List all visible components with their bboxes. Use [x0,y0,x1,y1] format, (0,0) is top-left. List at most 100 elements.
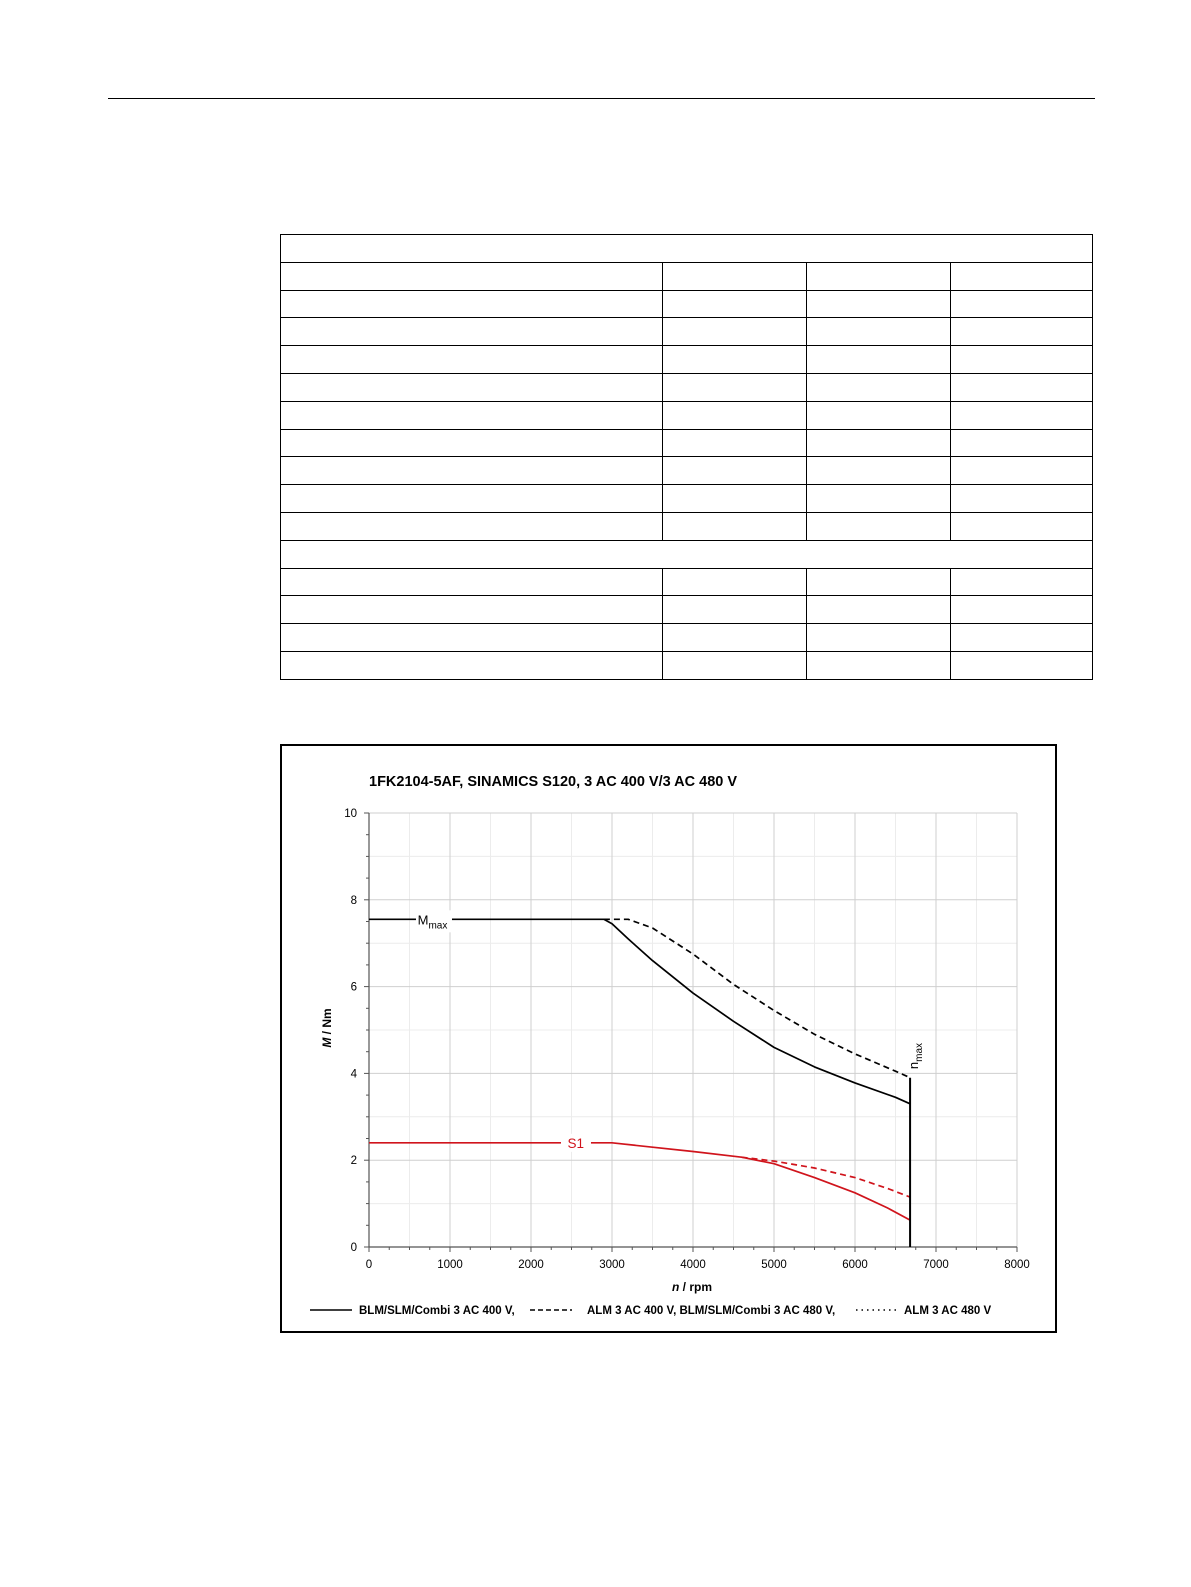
table-cell [662,511,807,541]
x-tick-label: 4000 [680,1259,706,1271]
table-cell [280,261,663,291]
s1-label: S1 [567,1136,584,1151]
table-cell [950,372,1093,402]
table-row [280,317,1093,347]
table-cell [662,595,807,625]
table-cell [806,484,951,513]
axes [364,812,1018,1252]
table-cell [950,289,1093,319]
table-cell [662,372,807,402]
legend: BLM/SLM/Combi 3 AC 400 V, ALM 3 AC 400 V,… [310,1305,991,1317]
table-cell [950,511,1093,541]
x-axis-label: n / rpm [672,1280,712,1294]
header-rule [108,98,1095,99]
table-cell [662,650,807,680]
x-tick-label: 5000 [761,1259,787,1271]
table-cell [280,400,663,430]
table-cell [662,428,807,458]
y-tick-label: 6 [351,982,357,994]
table-cell [806,650,951,680]
table-cell [662,317,807,347]
table-row [280,650,1093,680]
table-row [280,289,1093,319]
table-cell [280,511,663,541]
table-cell [806,372,951,402]
mmax-label-background [415,910,452,933]
tick-labels: 0 1000 2000 3000 4000 5000 6000 7000 8000 0 2 4 6 8 10 [344,808,1030,1271]
table-cell [806,511,951,541]
table-row [280,234,1093,263]
x-tick-label: 1000 [437,1259,463,1271]
table-row [280,595,1093,625]
y-tick-label: 2 [351,1155,357,1167]
table-cell [950,345,1093,374]
table-row [280,539,1093,569]
s1-label-background [560,1133,591,1152]
table-cell [662,261,807,291]
table-cell [280,317,663,347]
table-cell [950,428,1093,458]
x-tick-label: 8000 [1004,1259,1030,1271]
table-cell [280,650,663,680]
table-row [280,456,1093,486]
table-cell [806,289,951,319]
table-row [280,623,1093,652]
table-cell [280,539,1093,569]
y-tick-label: 0 [351,1242,357,1254]
table-row [280,261,1093,291]
legend-label: ALM 3 AC 400 V, BLM/SLM/Combi 3 AC 480 V… [587,1305,835,1317]
table-cell [662,623,807,652]
series-line-s1-solid [369,1141,911,1221]
legend-label: ALM 3 AC 480 V [904,1305,991,1317]
table-row [280,484,1093,513]
table-cell [806,623,951,652]
x-tick-label: 2000 [518,1259,544,1271]
table-cell [280,595,663,625]
legend-label: BLM/SLM/Combi 3 AC 400 V, [359,1305,515,1317]
table-cell [280,456,663,486]
table-cell [950,400,1093,430]
table-cell [280,623,663,652]
y-axis-label: M / Nm [320,1008,334,1047]
table-cell [806,261,951,291]
specification-table [280,234,1093,680]
x-tick-label: 0 [366,1259,372,1271]
y-tick-label: 10 [344,808,357,820]
torque-speed-chart: 1FK2104-5AF, SINAMICS S120, 3 AC 400 V/3… [280,744,1057,1333]
table-cell [662,400,807,430]
table-cell [280,428,663,458]
table-cell [806,567,951,597]
table-cell [950,456,1093,486]
y-tick-label: 4 [351,1068,358,1080]
y-tick-label: 8 [351,895,357,907]
table-cell [806,456,951,486]
table-cell [280,484,663,513]
series-line-s1-dashed [741,1156,911,1198]
nmax-label: nmax [906,1043,925,1069]
table-cell [950,650,1093,680]
gridlines [368,812,1018,1248]
x-tick-label: 7000 [923,1259,949,1271]
table-cell [950,484,1093,513]
table-cell [280,345,663,374]
table-cell [662,456,807,486]
table-cell [950,567,1093,597]
table-cell [662,289,807,319]
table-cell [806,400,951,430]
table-cell [280,289,663,319]
table-row [280,345,1093,374]
table-cell [806,317,951,347]
table-cell [662,345,807,374]
series-lines [369,918,912,1247]
chart-title: 1FK2104-5AF, SINAMICS S120, 3 AC 400 V/3… [369,774,737,790]
table-cell [950,595,1093,625]
series-line-mmax-dashed [603,918,911,1079]
table-cell [950,317,1093,347]
table-cell [662,484,807,513]
table-cell [806,428,951,458]
x-tick-label: 6000 [842,1259,868,1271]
table-row [280,372,1093,402]
table-cell [806,595,951,625]
table-cell [662,567,807,597]
